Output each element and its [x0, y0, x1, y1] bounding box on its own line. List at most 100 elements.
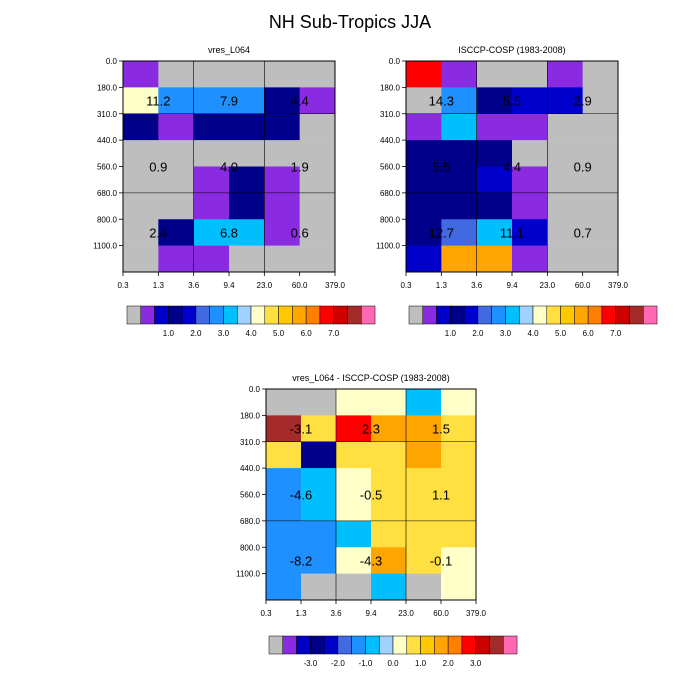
heatmap-cell	[582, 113, 619, 141]
heatmap-cell	[406, 494, 442, 522]
heatmap-cell	[476, 113, 513, 141]
heatmap-cell	[547, 113, 583, 141]
heatmap-cell	[406, 389, 442, 416]
colorbar-swatch	[518, 305, 534, 325]
heatmap-cell	[476, 219, 513, 246]
heatmap-cell	[264, 61, 300, 88]
colorbar-label: 7.0	[610, 329, 622, 338]
heatmap-cell	[406, 219, 442, 246]
heatmap-cell	[441, 468, 477, 495]
box-total: 0.7	[574, 225, 592, 240]
colorbar-swatch	[436, 305, 451, 325]
y-tick-label: 1100.0	[376, 242, 400, 251]
y-tick-label: 180.0	[97, 83, 118, 92]
colorbar-swatch	[422, 305, 437, 325]
heatmap-cell	[229, 140, 265, 167]
heatmap-cell	[512, 166, 548, 194]
y-tick-label: 180.0	[380, 83, 401, 92]
colorbar-swatch	[475, 635, 490, 655]
heatmap-cell	[406, 573, 442, 601]
heatmap-cell	[582, 245, 619, 273]
y-tick-label: 440.0	[97, 136, 118, 145]
x-tick-label: 9.4	[223, 281, 235, 290]
heatmap-cell	[264, 140, 300, 167]
box-total: 1.9	[291, 160, 309, 175]
colorbar-label: 5.0	[273, 329, 285, 338]
box-total: 1.5	[432, 422, 450, 437]
x-tick-label: 1.3	[295, 609, 307, 618]
heatmap-cell	[441, 547, 477, 574]
y-tick-label: 310.0	[380, 110, 401, 119]
colorbar-swatch	[489, 635, 504, 655]
y-tick-label: 0.0	[249, 385, 261, 394]
colorbar-label: 1.0	[163, 329, 175, 338]
x-tick-label: 0.3	[400, 281, 412, 290]
x-tick-label: 379.0	[325, 281, 346, 290]
heatmap-cell	[301, 389, 337, 416]
x-tick-label: 3.6	[471, 281, 483, 290]
heatmap-cell	[266, 573, 302, 601]
x-tick-label: 23.0	[540, 281, 556, 290]
colorbar-swatch	[505, 305, 520, 325]
colorbar-label: -2.0	[331, 659, 345, 668]
heatmap-cell	[512, 61, 548, 88]
box-total: 5.5	[432, 160, 450, 175]
heatmap-cell	[266, 547, 302, 574]
heatmap-cell	[229, 166, 265, 194]
heatmap-cell	[441, 140, 477, 167]
colorbar-swatch	[126, 305, 142, 325]
heatmap-cell	[441, 520, 477, 548]
x-tick-label: 9.4	[365, 609, 377, 618]
colorbar-swatch	[268, 635, 284, 655]
colorbar-swatch	[351, 635, 366, 655]
colorbar-swatch	[503, 635, 518, 655]
heatmap-cell	[229, 245, 265, 273]
heatmap-cell	[266, 494, 302, 522]
y-tick-label: 560.0	[97, 163, 118, 172]
heatmap-cell	[229, 219, 265, 246]
x-tick-label: 0.3	[260, 609, 272, 618]
colorbar-swatch	[420, 635, 435, 655]
colorbar-label: 1.0	[415, 659, 427, 668]
box-total: 2.4	[149, 225, 167, 240]
heatmap-cell	[582, 219, 619, 246]
heatmap-cell	[123, 245, 159, 273]
heatmap-cell	[512, 219, 548, 246]
heatmap-cell	[299, 113, 336, 141]
colorbar-swatch	[310, 635, 325, 655]
y-tick-label: 1100.0	[93, 242, 117, 251]
colorbar-label: 4.0	[527, 329, 539, 338]
heatmap-cell	[371, 547, 407, 574]
y-tick-label: 680.0	[97, 189, 118, 198]
heatmap-cell	[582, 87, 619, 115]
heatmap-cell	[264, 219, 300, 246]
heatmap-cell	[158, 166, 194, 194]
heatmap-cell	[301, 468, 337, 495]
x-tick-label: 60.0	[292, 281, 308, 290]
heatmap-cell	[266, 468, 302, 495]
colorbar-swatch	[319, 305, 334, 325]
heatmap-cell	[476, 245, 513, 273]
colorbar-swatch	[140, 305, 155, 325]
heatmap-cell	[336, 441, 372, 469]
heatmap-cell	[299, 245, 336, 273]
y-tick-label: 440.0	[380, 136, 401, 145]
colorbar-swatch	[347, 305, 362, 325]
box-total: 2.9	[574, 94, 592, 109]
heatmap-cell	[264, 87, 300, 115]
heatmap-cell	[441, 415, 477, 443]
colorbar-swatch	[491, 305, 506, 325]
x-tick-label: 60.0	[575, 281, 591, 290]
heatmap-cell	[371, 441, 407, 469]
heatmap-cell	[547, 140, 583, 167]
heatmap-cell	[441, 219, 477, 246]
box-total: 4.4	[291, 94, 309, 109]
figure-title: NH Sub-Tropics JJA	[269, 12, 431, 32]
colorbar-label: 6.0	[301, 329, 313, 338]
heatmap-cell	[264, 245, 300, 273]
heatmap-cell	[266, 520, 302, 548]
colorbar-swatch	[282, 635, 297, 655]
x-tick-label: 23.0	[257, 281, 273, 290]
heatmap-cell	[406, 468, 442, 495]
